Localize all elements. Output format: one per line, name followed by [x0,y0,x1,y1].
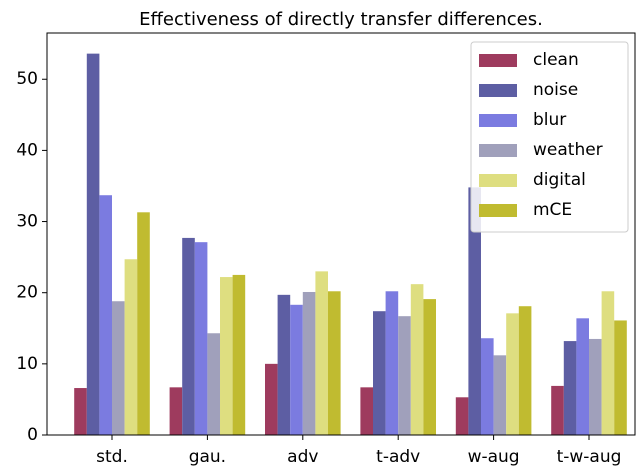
bar [589,338,602,435]
bar [290,304,303,435]
y-tick-label: 40 [16,140,38,160]
legend-label: digital [533,170,586,190]
bar [493,355,507,435]
bar [423,299,436,435]
bar [86,53,100,435]
bar [481,338,494,435]
x-tick-label: gau. [189,447,226,467]
bar [232,274,246,435]
y-tick-label: 50 [16,69,38,89]
legend-label: weather [533,140,603,160]
bar [302,291,316,435]
bar [385,291,399,435]
chart-title: Effectiveness of directly transfer diffe… [139,9,543,30]
bar [74,388,87,435]
legend-swatch [479,144,517,157]
legend-label: blur [533,110,566,130]
bar [563,341,577,435]
bar [112,301,125,435]
legend-swatch [479,54,517,67]
bar [265,363,278,435]
y-tick-label: 30 [16,212,38,232]
bar [220,277,233,435]
legend-label: mCE [533,200,572,220]
bar [124,259,138,435]
bar [99,195,112,435]
x-tick-label: t-w-aug [557,447,622,467]
bar [518,306,532,435]
legend-label: clean [533,50,579,70]
x-tick-label: std. [96,447,128,467]
x-tick-label: t-adv [376,447,420,467]
y-tick-label: 0 [27,425,38,445]
bar [360,387,373,435]
y-tick-label: 10 [16,354,38,374]
bar [601,291,615,435]
bar [207,333,220,435]
bar [398,316,411,435]
bar [468,187,481,435]
x-tick-label: adv [287,447,318,467]
bar [182,237,195,435]
bar [137,212,150,435]
bar [169,387,183,435]
axes-frame [46,32,636,436]
bar [373,311,386,435]
x-tick-label: w-aug [468,447,520,467]
bar [410,284,424,435]
bar [315,271,328,435]
legend-swatch [479,174,517,187]
bar [551,385,564,435]
bar [194,242,208,435]
bar [455,397,469,435]
bar [277,294,291,435]
legend-swatch [479,114,517,127]
legend-swatch [479,84,517,97]
bar [576,318,589,435]
y-tick-label: 20 [16,283,38,303]
bar [506,313,519,435]
legend-swatch [479,204,517,217]
bar [614,320,627,435]
bar [328,291,341,435]
legend-label: noise [533,80,578,100]
